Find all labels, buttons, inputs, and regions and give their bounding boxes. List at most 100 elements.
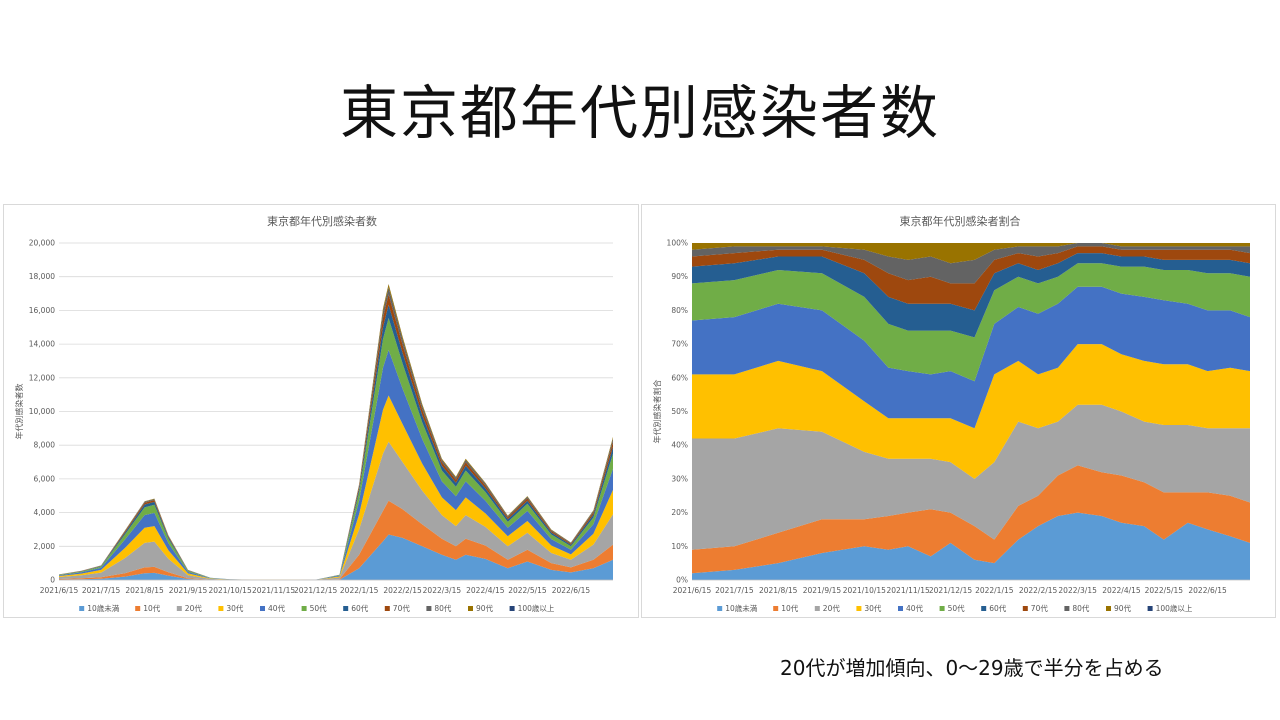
count-legend-label: 40代 xyxy=(268,603,286,613)
slide-title: 東京都年代別感染者数 xyxy=(339,79,940,147)
count-legend-swatch xyxy=(509,606,515,611)
cases-share-chart: 東京都年代別感染者割合 0% 10% 20% 30% 40% 50% 60% 70% 80% 90%… xyxy=(641,204,1276,618)
share-legend-label: 80代 xyxy=(1072,603,1090,613)
share-x-tick-label: 2022/5/15 xyxy=(1145,586,1184,595)
share-y-tick-label: 100% xyxy=(667,239,688,248)
share-legend-label: 10歳未満 xyxy=(725,603,758,613)
count-legend-label: 10代 xyxy=(143,603,161,613)
count-legend-label: 90代 xyxy=(476,603,494,613)
cases-count-chart-svg: 東京都年代別感染者数 0 2,000 4,000 6,000 8,000 10,000 12,… xyxy=(14,214,613,613)
share-x-tick-label: 2021/11/15 xyxy=(887,586,930,595)
count-legend-swatch xyxy=(260,606,265,611)
count-legend-label: 60代 xyxy=(351,603,369,613)
count-legend-label: 80代 xyxy=(434,603,452,613)
count-legend-label: 100歳以上 xyxy=(518,603,555,613)
count-y-tick-label: 2,000 xyxy=(34,542,56,551)
share-legend-label: 10代 xyxy=(781,603,799,613)
share-y-tick-label: 10% xyxy=(671,542,688,551)
share-series-area-1 xyxy=(692,512,1250,580)
share-x-tick-label: 2021/8/15 xyxy=(759,586,798,595)
count-x-tick-label: 2022/4/15 xyxy=(466,586,505,595)
count-x-tick-label: 2021/10/15 xyxy=(208,586,251,595)
count-legend-swatch xyxy=(426,606,432,611)
count-y-tick-label: 20,000 xyxy=(29,239,55,248)
share-legend-label: 40代 xyxy=(906,603,924,613)
count-x-tick-label: 2021/9/15 xyxy=(169,586,208,595)
share-legend-swatch xyxy=(856,606,862,611)
share-x-tick-label: 2022/6/15 xyxy=(1188,586,1227,595)
slide-caption: 20代が増加傾向、0～29歳で半分を占める xyxy=(780,656,1164,680)
share-legend-swatch xyxy=(773,606,779,611)
count-y-tick-label: 0 xyxy=(50,576,55,585)
count-series-area-1 xyxy=(59,534,613,580)
count-x-tick-label: 2022/6/15 xyxy=(552,586,591,595)
share-y-axis-label: 年代別感染者割合 xyxy=(652,380,662,444)
count-x-tick-label: 2021/7/15 xyxy=(82,586,121,595)
share-legend-swatch xyxy=(1106,606,1111,611)
count-x-tick-label: 2022/3/15 xyxy=(423,586,462,595)
count-legend-swatch xyxy=(176,606,182,611)
share-series-area-7 xyxy=(692,253,1250,338)
share-y-tick-label: 40% xyxy=(671,441,688,450)
share-series-area-4 xyxy=(692,344,1250,479)
share-series-area-8 xyxy=(692,246,1250,311)
share-y-tick-label: 60% xyxy=(671,373,688,382)
count-y-tick-label: 4,000 xyxy=(34,508,56,517)
count-x-tick-label: 2021/6/15 xyxy=(40,586,79,595)
count-series-area-5 xyxy=(59,350,613,580)
share-x-tick-label: 2022/1/15 xyxy=(975,586,1014,595)
count-legend-label: 30代 xyxy=(226,603,244,613)
share-y-tick-label: 90% xyxy=(671,272,688,281)
share-legend-label: 20代 xyxy=(823,603,841,613)
count-legend-label: 70代 xyxy=(393,603,411,613)
count-x-tick-label: 2022/1/15 xyxy=(340,586,379,595)
count-legend-swatch xyxy=(135,606,141,611)
share-legend-swatch xyxy=(717,606,723,611)
share-legend-label: 70代 xyxy=(1031,603,1049,613)
share-x-tick-label: 2021/9/15 xyxy=(803,586,842,595)
share-x-tick-label: 2022/2/15 xyxy=(1019,586,1058,595)
share-y-tick-label: 80% xyxy=(671,306,688,315)
count-y-tick-label: 8,000 xyxy=(34,441,56,450)
count-y-tick-label: 10,000 xyxy=(29,407,55,416)
count-y-tick-label: 14,000 xyxy=(29,340,55,349)
count-legend-swatch xyxy=(343,606,349,611)
share-legend-swatch xyxy=(1147,606,1153,611)
count-legend-swatch xyxy=(301,606,307,611)
share-x-tick-label: 2021/10/15 xyxy=(843,586,886,595)
share-y-tick-label: 30% xyxy=(671,474,688,483)
count-y-tick-label: 18,000 xyxy=(29,272,55,281)
share-x-tick-label: 2021/7/15 xyxy=(715,586,754,595)
cases-count-chart: 東京都年代別感染者数 0 2,000 4,000 6,000 8,000 10,000 12,… xyxy=(3,204,639,618)
count-series-area-4 xyxy=(59,395,613,580)
share-series-area-5 xyxy=(692,286,1250,429)
share-series-area-10 xyxy=(692,243,1250,264)
count-x-tick-label: 2021/8/15 xyxy=(125,586,164,595)
count-y-tick-label: 12,000 xyxy=(29,373,55,382)
share-x-tick-label: 2021/6/15 xyxy=(673,586,712,595)
count-x-tick-label: 2022/5/15 xyxy=(508,586,547,595)
share-series-area-6 xyxy=(692,263,1250,382)
share-y-tick-label: 0% xyxy=(676,576,688,585)
share-legend-label: 60代 xyxy=(989,603,1007,613)
count-legend-swatch xyxy=(468,606,473,611)
share-x-tick-label: 2022/4/15 xyxy=(1102,586,1141,595)
count-y-axis-label: 年代別感染者数 xyxy=(14,384,24,440)
share-series-area-2 xyxy=(692,465,1250,574)
share-y-tick-label: 70% xyxy=(671,340,688,349)
share-x-tick-label: 2022/3/15 xyxy=(1058,586,1097,595)
count-x-tick-label: 2022/2/15 xyxy=(383,586,422,595)
share-chart-title: 東京都年代別感染者割合 xyxy=(900,214,1021,228)
count-legend-label: 10歳未満 xyxy=(87,603,120,613)
share-legend-swatch xyxy=(814,606,820,611)
share-legend-swatch xyxy=(1064,606,1070,611)
count-legend-label: 20代 xyxy=(185,603,203,613)
count-y-tick-label: 6,000 xyxy=(34,474,56,483)
share-legend-label: 100歳以上 xyxy=(1156,603,1193,613)
count-chart-title: 東京都年代別感染者数 xyxy=(267,214,377,228)
share-y-tick-label: 20% xyxy=(671,508,688,517)
share-series-area-9 xyxy=(692,243,1250,284)
count-x-tick-label: 2021/12/15 xyxy=(294,586,337,595)
count-x-tick-label: 2021/11/15 xyxy=(252,586,295,595)
count-legend-swatch xyxy=(384,606,390,611)
